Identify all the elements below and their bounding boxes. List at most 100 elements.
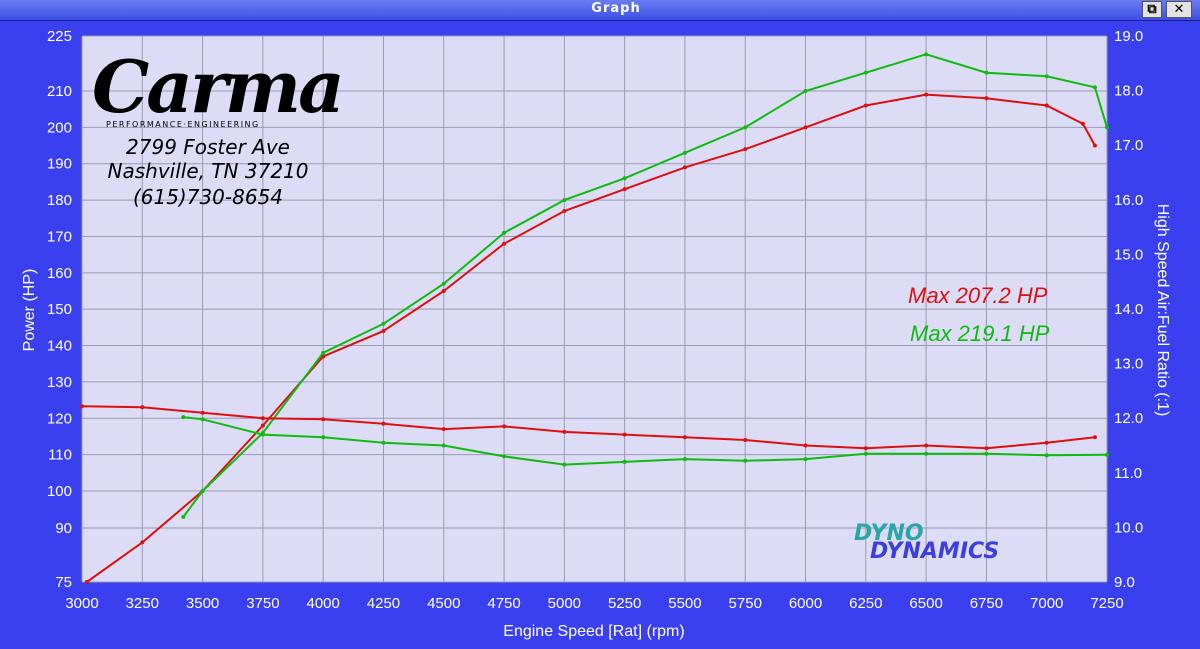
data-point-run2-power [682, 150, 687, 155]
x-tick-label: 6500 [909, 595, 942, 612]
data-point-run2-power [803, 89, 808, 93]
restore-button[interactable]: ⧉ [1142, 1, 1162, 18]
x-tick-label: 5000 [548, 595, 581, 612]
close-button[interactable]: ✕ [1166, 1, 1192, 18]
data-point-run2-afr [622, 459, 627, 464]
watermark-line-1: DYNO [854, 521, 924, 546]
x-tick-label: 5250 [608, 595, 641, 612]
data-point-run1-power [381, 329, 386, 333]
x-tick-label: 3500 [186, 595, 219, 612]
data-point-run1-afr [381, 421, 386, 426]
data-point-run1-afr [924, 443, 929, 448]
data-point-run1-power [803, 125, 808, 130]
x-tick-label: 4250 [367, 595, 400, 612]
data-point-run1-afr [260, 416, 265, 421]
data-point-run1-afr [321, 417, 326, 422]
grid [81, 35, 1108, 583]
y-right-tick-label: 19.0 [1114, 28, 1143, 45]
phone-number: (615)730-8654 [133, 185, 283, 209]
data-point-run1-power [562, 209, 567, 213]
data-point-run2-power [1092, 85, 1097, 90]
data-point-run2-power [863, 70, 868, 75]
data-point-run1-afr [562, 429, 567, 434]
y-left-tick-label: 90 [55, 520, 72, 537]
y-right-tick-label: 18.0 [1114, 83, 1143, 100]
data-point-run2-power [924, 52, 929, 57]
data-point-run1-power [502, 241, 507, 246]
data-point-run2-afr [1044, 453, 1049, 458]
data-point-run2-power [200, 489, 205, 493]
x-tick-label: 4500 [427, 595, 460, 612]
y-right-tick-label: 13.0 [1114, 356, 1143, 373]
data-point-run2-power [984, 70, 989, 75]
y-right-tick-label: 17.0 [1114, 137, 1143, 154]
data-point-run2-power [622, 176, 627, 181]
data-point-run2-afr [682, 457, 687, 462]
series-group [80, 52, 1109, 584]
data-point-run1-afr [984, 446, 989, 451]
data-point-run1-afr [863, 446, 868, 451]
y-right-tick-label: 9.0 [1114, 574, 1135, 591]
data-point-run1-afr [1092, 435, 1097, 440]
dyno-chart: 3000 3250 3500 3750 4000 4250 4500 4750 5000 5250… [21, 28, 1171, 640]
data-point-run2-afr [181, 415, 186, 420]
data-point-run1-afr [1044, 440, 1049, 445]
y-right-tick-label: 16.0 [1114, 192, 1143, 209]
y-right-tick-label: 12.0 [1114, 410, 1143, 427]
data-point-run1-power [743, 147, 748, 152]
data-point-run1-power [984, 96, 989, 101]
data-point-run2-afr [924, 451, 929, 456]
data-point-run1-power [260, 423, 265, 428]
data-point-run1-afr [502, 424, 507, 429]
data-point-run2-power [381, 321, 386, 326]
dyno-dynamics-logo: DYNO DYNAMICS [854, 521, 999, 564]
y-right-tick-label: 11.0 [1114, 465, 1142, 482]
data-point-run2-afr [381, 440, 386, 445]
y-left-tick-label: 200 [47, 119, 72, 136]
title-bar[interactable]: Graph ⧉ ✕ [0, 0, 1200, 21]
y-left-tick-labels: 75 90 100 110 120 130 140 150 160 170 180 190 200 210… [47, 28, 72, 591]
x-tick-label: 3000 [65, 595, 98, 612]
data-point-run1-power [682, 165, 687, 170]
data-point-run1-power [84, 580, 89, 584]
data-point-run1-power [1044, 103, 1049, 108]
x-tick-label: 3750 [246, 595, 279, 612]
y-right-tick-label: 10.0 [1114, 519, 1143, 536]
data-point-run2-afr [321, 435, 326, 440]
data-point-run1-afr [140, 405, 145, 410]
window-title: Graph [591, 1, 641, 16]
x-tick-label: 6000 [789, 595, 822, 612]
data-point-run2-afr [984, 451, 989, 456]
data-point-run1-power [140, 540, 145, 545]
data-point-run1-afr [743, 438, 748, 443]
logo-wordmark: Carma [92, 44, 342, 129]
y-left-tick-label: 210 [47, 83, 72, 100]
data-point-run2-power [1105, 125, 1109, 130]
data-point-run2-power [1044, 74, 1049, 79]
data-point-run2-afr [863, 451, 868, 456]
max-annotation-run1: Max 207.2 HP [908, 283, 1048, 308]
data-point-run1-power [622, 187, 627, 192]
data-point-run1-afr [803, 443, 808, 448]
series-line-run1-afr [81, 405, 1096, 450]
x-tick-labels: 3000 3250 3500 3750 4000 4250 4500 4750 5000 5250… [65, 595, 1123, 612]
data-point-run1-power [863, 103, 868, 108]
x-tick-label: 4000 [306, 595, 339, 612]
x-tick-label: 7000 [1030, 595, 1063, 612]
x-tick-label: 5750 [729, 595, 762, 612]
carma-logo: Carma PERFORMANCE·ENGINEERING 2799 Foste… [92, 44, 345, 209]
data-point-run1-afr [622, 432, 627, 437]
data-point-run1-afr [682, 435, 687, 440]
data-point-run2-afr [441, 443, 446, 448]
y-left-tick-label: 140 [47, 338, 72, 355]
y-left-tick-label: 110 [48, 447, 72, 464]
max-annotation-run2: Max 219.1 HP [910, 321, 1050, 346]
address-line-2: Nashville, TN 37210 [108, 159, 309, 183]
data-point-run2-power [743, 125, 748, 130]
data-point-run2-power [181, 514, 186, 519]
y-right-tick-label: 15.0 [1114, 246, 1143, 263]
x-tick-label: 5500 [668, 595, 701, 612]
x-tick-label: 4750 [487, 595, 520, 612]
y-left-tick-label: 180 [47, 192, 72, 209]
y-left-tick-label: 120 [47, 410, 72, 427]
